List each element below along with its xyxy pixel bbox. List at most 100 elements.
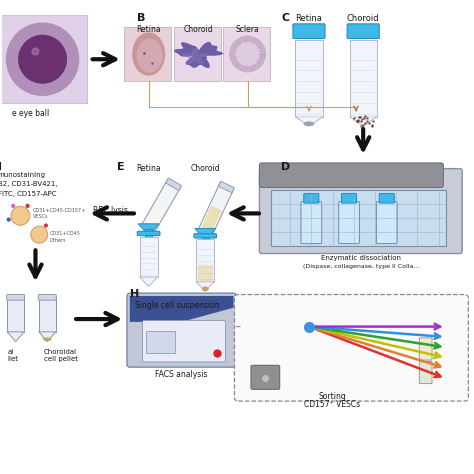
FancyBboxPatch shape xyxy=(338,201,359,244)
Bar xyxy=(202,234,209,242)
Text: C: C xyxy=(282,13,290,23)
Text: Sclera: Sclera xyxy=(236,25,260,34)
Polygon shape xyxy=(39,332,56,342)
FancyBboxPatch shape xyxy=(143,320,226,362)
FancyBboxPatch shape xyxy=(379,193,394,203)
Text: CD31+CD45: CD31+CD45 xyxy=(50,231,81,237)
Text: (Dispase, collagenase, type II Colla...: (Dispase, collagenase, type II Colla... xyxy=(302,264,419,269)
FancyBboxPatch shape xyxy=(251,365,280,389)
Bar xyxy=(223,27,270,82)
Text: Enzymatic dissociation: Enzymatic dissociation xyxy=(321,255,401,261)
Circle shape xyxy=(11,204,15,208)
Text: FACS analysis: FACS analysis xyxy=(155,370,208,379)
Text: I: I xyxy=(0,162,2,172)
Polygon shape xyxy=(138,224,159,230)
Polygon shape xyxy=(130,296,234,322)
Text: FITC, CD157-APC: FITC, CD157-APC xyxy=(0,191,56,197)
Text: H: H xyxy=(130,289,139,299)
FancyBboxPatch shape xyxy=(301,201,322,244)
Circle shape xyxy=(44,223,48,228)
Text: Choroid: Choroid xyxy=(347,14,380,23)
FancyBboxPatch shape xyxy=(293,24,325,38)
Circle shape xyxy=(7,218,11,222)
FancyBboxPatch shape xyxy=(7,294,25,300)
FancyBboxPatch shape xyxy=(304,193,319,203)
Ellipse shape xyxy=(137,38,163,73)
FancyBboxPatch shape xyxy=(235,294,468,401)
Text: munostaining: munostaining xyxy=(0,172,46,178)
Bar xyxy=(295,40,323,117)
Text: Single cell suspension: Single cell suspension xyxy=(135,301,219,310)
Bar xyxy=(198,265,213,282)
Polygon shape xyxy=(174,42,223,68)
Ellipse shape xyxy=(303,121,314,126)
Circle shape xyxy=(31,226,48,243)
Text: Choroid: Choroid xyxy=(191,164,220,173)
Text: Sorting: Sorting xyxy=(319,392,346,401)
Bar xyxy=(297,82,321,117)
Polygon shape xyxy=(295,117,323,126)
Text: Retina: Retina xyxy=(295,14,322,23)
Bar xyxy=(146,229,152,237)
Ellipse shape xyxy=(236,42,260,66)
Bar xyxy=(199,182,234,236)
Polygon shape xyxy=(7,332,24,342)
Text: VESCs: VESCs xyxy=(33,214,49,219)
Polygon shape xyxy=(182,48,208,64)
Text: Retina: Retina xyxy=(137,164,161,173)
Text: CD157⁺ VESCs: CD157⁺ VESCs xyxy=(304,400,361,409)
Text: al: al xyxy=(7,349,13,355)
Text: llet: llet xyxy=(7,356,18,362)
FancyBboxPatch shape xyxy=(38,294,56,300)
Polygon shape xyxy=(195,228,216,235)
Text: RBC lysis: RBC lysis xyxy=(93,206,128,215)
Text: e eye ball: e eye ball xyxy=(12,109,49,118)
Polygon shape xyxy=(349,117,377,126)
Text: E: E xyxy=(117,162,124,172)
FancyBboxPatch shape xyxy=(419,338,432,360)
Text: B2, CD31-BV421,: B2, CD31-BV421, xyxy=(0,182,57,187)
Bar xyxy=(0,15,87,102)
Circle shape xyxy=(18,35,67,84)
Circle shape xyxy=(6,22,79,96)
Bar xyxy=(142,179,181,231)
FancyBboxPatch shape xyxy=(194,234,217,238)
Polygon shape xyxy=(196,282,214,291)
Bar xyxy=(271,190,446,246)
Circle shape xyxy=(26,204,30,208)
Ellipse shape xyxy=(229,36,266,73)
Text: Choroid: Choroid xyxy=(183,25,213,34)
FancyBboxPatch shape xyxy=(341,193,356,203)
Bar xyxy=(146,331,174,353)
Bar xyxy=(7,297,24,332)
Bar xyxy=(196,239,214,282)
Text: Retina: Retina xyxy=(137,25,161,34)
FancyBboxPatch shape xyxy=(347,24,379,38)
Ellipse shape xyxy=(132,32,165,76)
Bar xyxy=(173,27,221,82)
Bar xyxy=(201,206,222,234)
FancyBboxPatch shape xyxy=(137,231,160,236)
Ellipse shape xyxy=(201,286,209,291)
Circle shape xyxy=(11,206,30,225)
FancyBboxPatch shape xyxy=(419,362,432,383)
Bar xyxy=(349,40,377,117)
Bar xyxy=(351,90,375,117)
Bar xyxy=(39,297,56,332)
Bar xyxy=(219,181,234,193)
Bar xyxy=(140,237,157,277)
FancyBboxPatch shape xyxy=(259,163,443,188)
FancyBboxPatch shape xyxy=(376,201,397,244)
Text: Others: Others xyxy=(50,238,66,243)
Text: CD31+CD45-CD157+: CD31+CD45-CD157+ xyxy=(33,208,86,213)
Bar xyxy=(166,178,182,191)
Ellipse shape xyxy=(43,337,52,341)
Text: Choroidal: Choroidal xyxy=(44,349,77,355)
Text: D: D xyxy=(281,162,290,172)
Bar xyxy=(144,201,167,229)
Text: cell pellet: cell pellet xyxy=(44,356,78,362)
Bar xyxy=(124,27,171,82)
FancyBboxPatch shape xyxy=(127,293,237,367)
Polygon shape xyxy=(140,277,157,286)
FancyBboxPatch shape xyxy=(259,169,462,254)
